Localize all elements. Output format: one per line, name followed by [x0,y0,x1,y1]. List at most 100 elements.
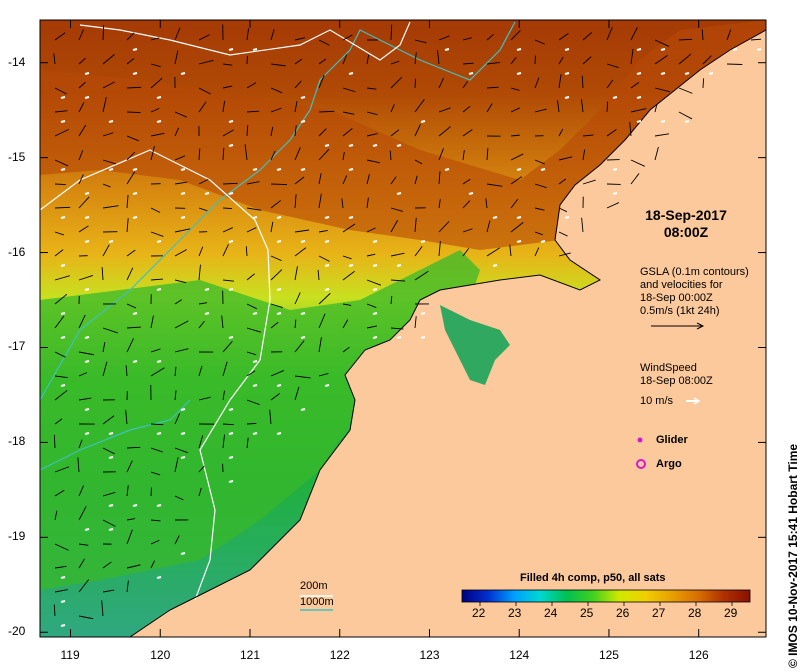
velocity-arrow [702,78,705,89]
velocity-arrow [390,24,393,41]
velocity-arrow [318,39,330,46]
wind-arrow [468,72,474,75]
velocity-arrow [54,418,63,425]
velocity-arrow [438,199,441,209]
velocity-arrow [222,182,238,185]
velocity-arrow [54,231,64,236]
wind-arrow [84,96,90,99]
velocity-arrow [678,38,693,41]
wind-arrow [60,216,66,219]
velocity-arrow [750,38,762,41]
wind-arrow [324,264,330,267]
velocity-arrow [318,148,330,161]
velocity-arrow [438,77,445,89]
velocity-arrow [54,110,68,113]
velocity-arrow [78,543,89,546]
wind-arrow [300,168,306,171]
velocity-arrow [174,348,189,353]
velocity-arrow [510,87,520,91]
wind-arrow [228,480,234,483]
velocity-arrow [390,60,400,65]
velocity-arrow [150,471,161,476]
velocity-arrow [126,194,129,209]
velocity-arrow [630,159,645,167]
velocity-arrow [606,79,614,89]
credit-text: © IMOS 10-Nov-2017 15:41 Hobart Time [786,443,800,668]
velocity-arrow [294,125,297,137]
velocity-arrow [318,372,329,377]
velocity-arrow [558,33,569,41]
velocity-arrow [53,53,56,65]
velocity-arrow [317,269,320,281]
velocity-arrow [150,107,160,113]
velocity-arrow [414,159,423,165]
velocity-arrow [366,111,378,116]
wind-arrow [468,192,474,195]
velocity-arrow [78,174,84,185]
velocity-arrow [366,197,369,209]
lat-tick-label: -16 [8,244,26,259]
velocity-arrow [198,207,208,212]
colorbar-tick-label: 28 [688,606,702,620]
velocity-arrow [126,171,136,185]
velocity-arrow [366,303,377,308]
velocity-arrow [54,87,67,95]
wind-arrow [684,72,690,75]
velocity-arrow [222,244,229,257]
velocity-arrow [77,457,80,473]
velocity-arrow [342,34,353,41]
wind-arrow [252,384,258,387]
lat-tick-label: -15 [8,149,26,164]
wind-arrow [420,120,426,123]
wind-arrow [684,120,690,123]
wind-arrow [156,120,162,123]
wind-arrow [372,240,378,243]
velocity-arrow [582,56,592,65]
velocity-arrow [126,326,141,329]
lat-tick-label: -18 [8,434,26,449]
wind-arrow [84,360,90,363]
velocity-arrow [557,100,560,113]
bathy-200-label: 200m [300,580,328,592]
wind-arrow [612,168,618,171]
wind-arrow [108,120,114,123]
velocity-arrow [294,101,298,113]
velocity-arrow [414,245,423,257]
velocity-arrow [150,348,161,353]
velocity-arrow [54,351,66,358]
colorbar [461,589,751,606]
velocity-arrow [366,227,376,233]
wind-arrow [180,552,186,555]
wind-arrow [156,96,162,99]
velocity-arrow [54,32,66,41]
velocity-arrow [606,63,619,68]
velocity-arrow [54,375,68,379]
colorbar-ticks [479,602,733,606]
velocity-arrow [78,102,85,113]
wind-arrow [180,216,186,219]
wind-arrow [228,432,234,435]
wind-arrow [252,168,258,171]
velocity-arrow [581,217,584,233]
wind-arrow [396,264,402,267]
velocity-arrow [318,313,326,329]
velocity-arrow [54,510,58,521]
velocity-arrow [198,34,210,41]
lat-tick-label: -17 [8,339,26,354]
velocity-arrow [78,351,95,356]
wind-arrow [636,120,642,123]
wind-arrow [132,312,138,315]
wind-arrow [492,216,498,219]
velocity-arrow [150,539,160,545]
wind-arrow [228,144,234,147]
wind-arrow [180,192,186,195]
wind-arrow [300,408,306,411]
velocity-arrow [366,54,370,65]
wind-arrow [660,48,666,51]
velocity-arrow [54,249,64,257]
velocity-arrow [486,33,494,41]
velocity-arrow [462,228,473,233]
velocity-arrow [558,252,571,257]
wind-arrow [564,216,570,219]
